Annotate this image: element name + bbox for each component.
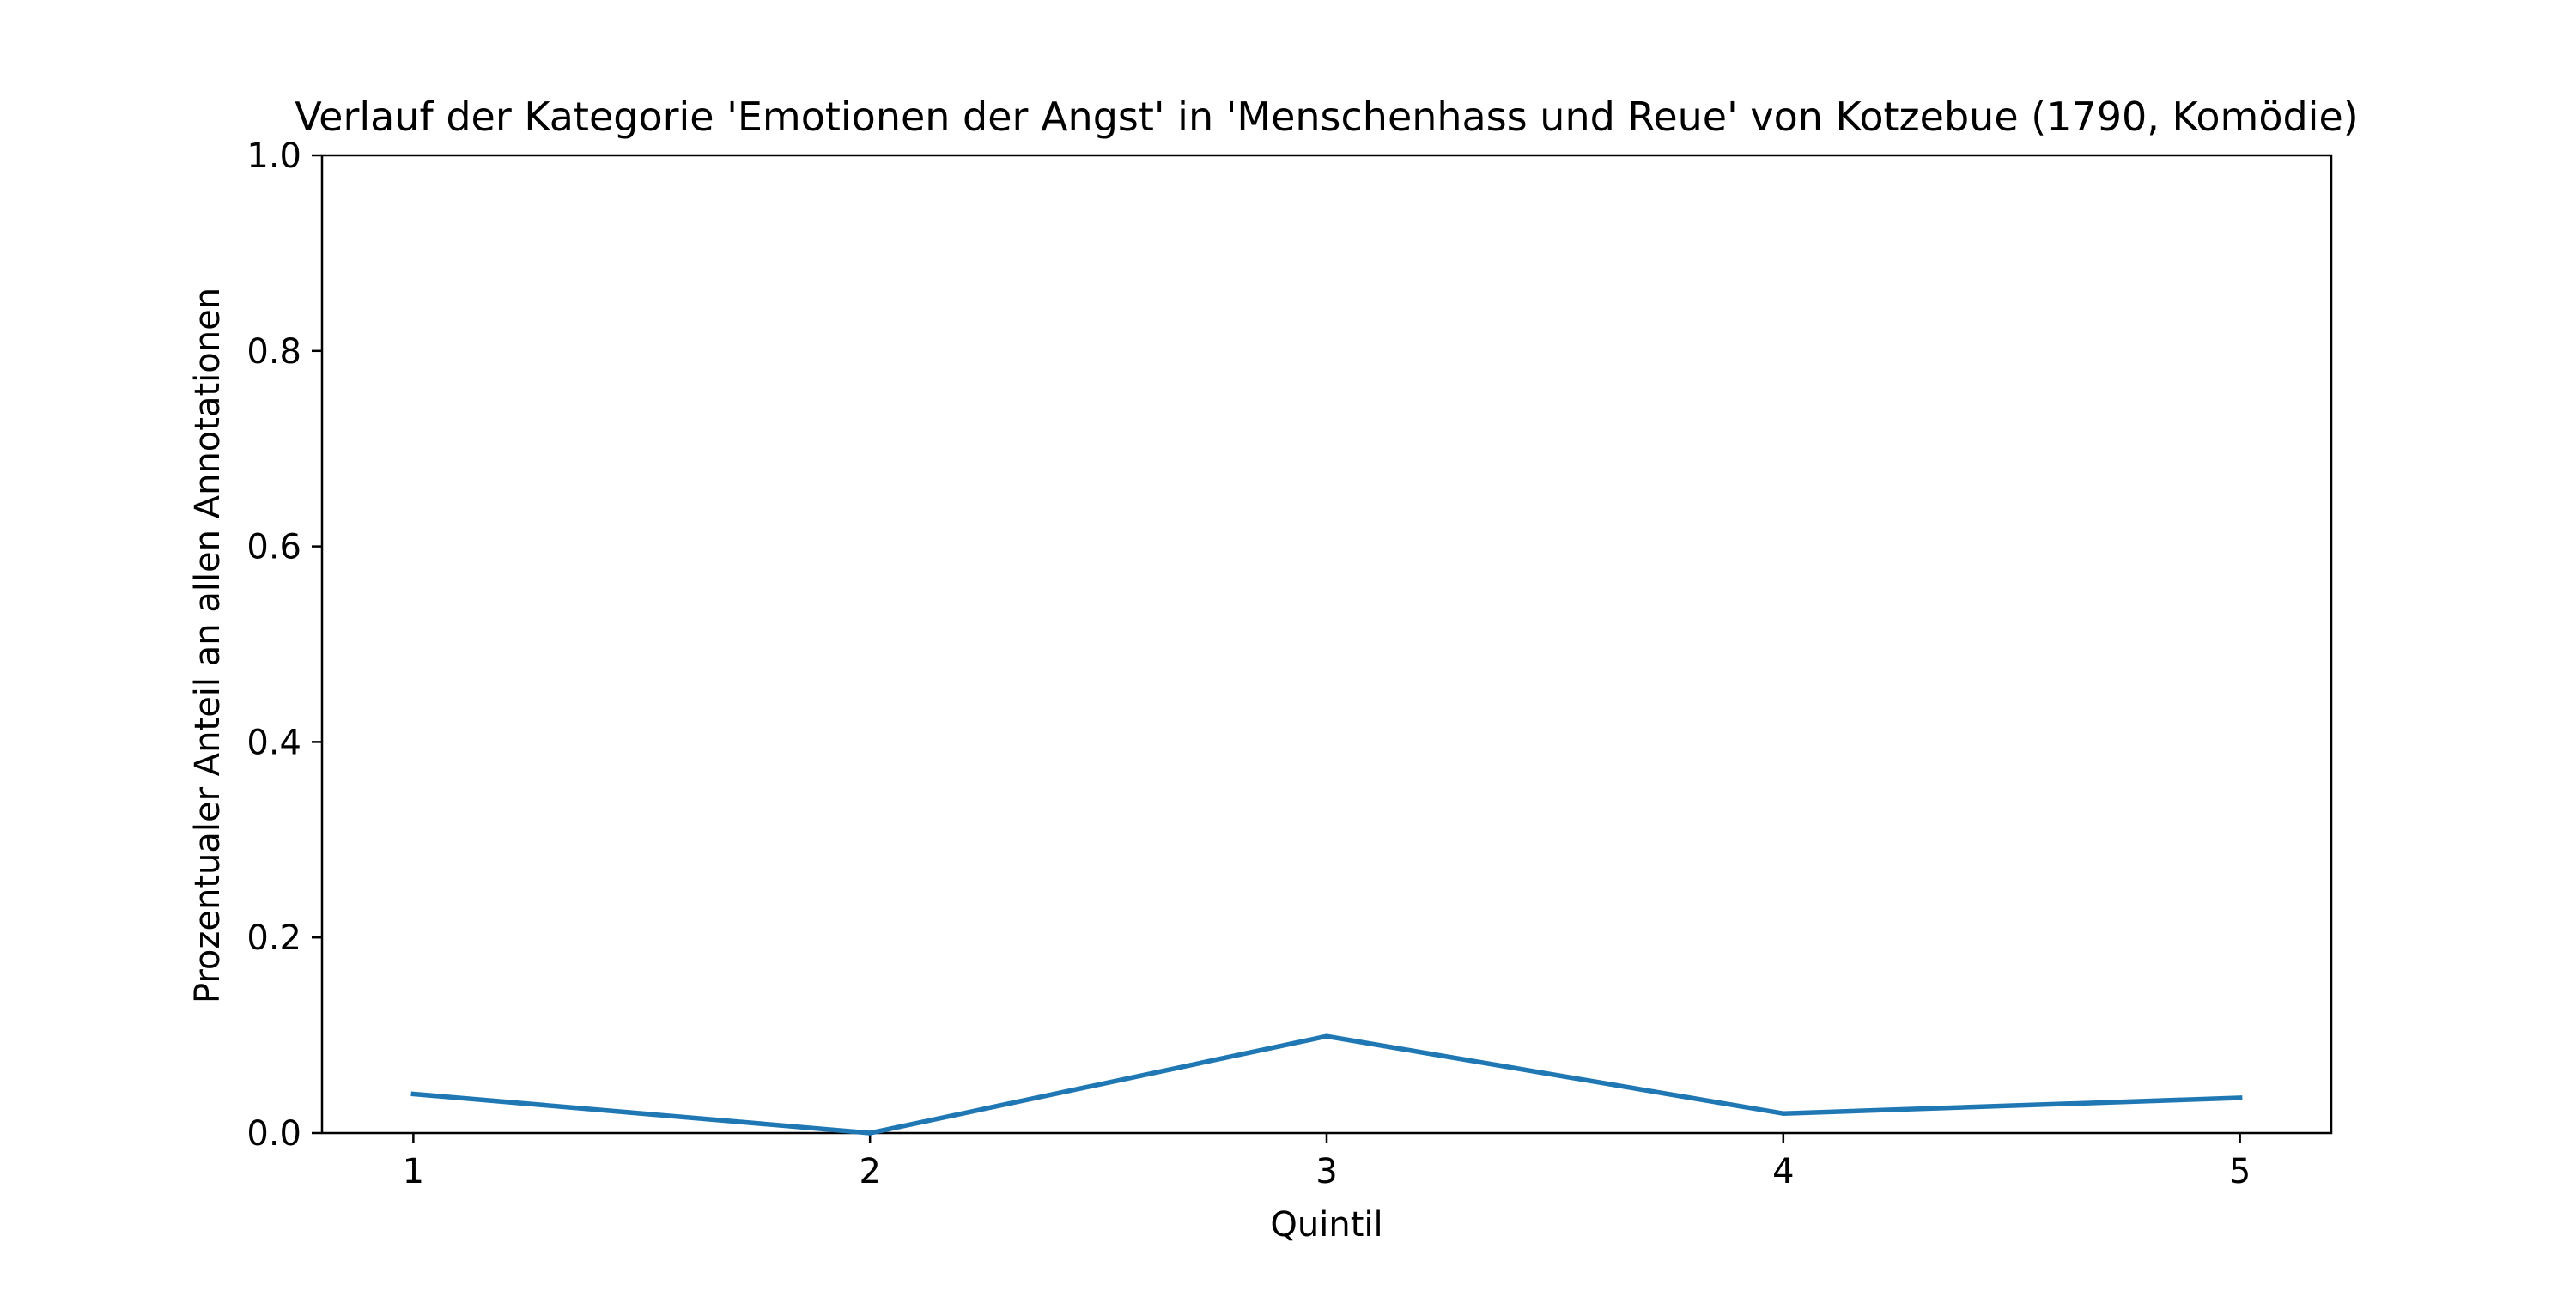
y-tick-label: 0.6 — [246, 528, 301, 567]
x-tick-label: 5 — [2229, 1152, 2251, 1191]
x-tick-label: 2 — [859, 1152, 880, 1191]
y-tick-label: 0.2 — [246, 918, 301, 958]
y-tick-label: 0.4 — [246, 723, 301, 762]
y-tick-label: 0.0 — [246, 1114, 301, 1154]
y-axis-label: Prozentualer Anteil an allen Annotatione… — [188, 288, 228, 1003]
x-axis-label: Quintil — [1270, 1205, 1382, 1245]
chart-title: Verlauf der Kategorie 'Emotionen der Ang… — [295, 94, 2358, 140]
x-tick-label: 1 — [403, 1152, 424, 1191]
x-tick-label: 4 — [1772, 1152, 1794, 1191]
x-tick-label: 3 — [1315, 1152, 1337, 1191]
y-tick-label: 1.0 — [246, 136, 301, 176]
y-tick-label: 0.8 — [246, 332, 301, 372]
